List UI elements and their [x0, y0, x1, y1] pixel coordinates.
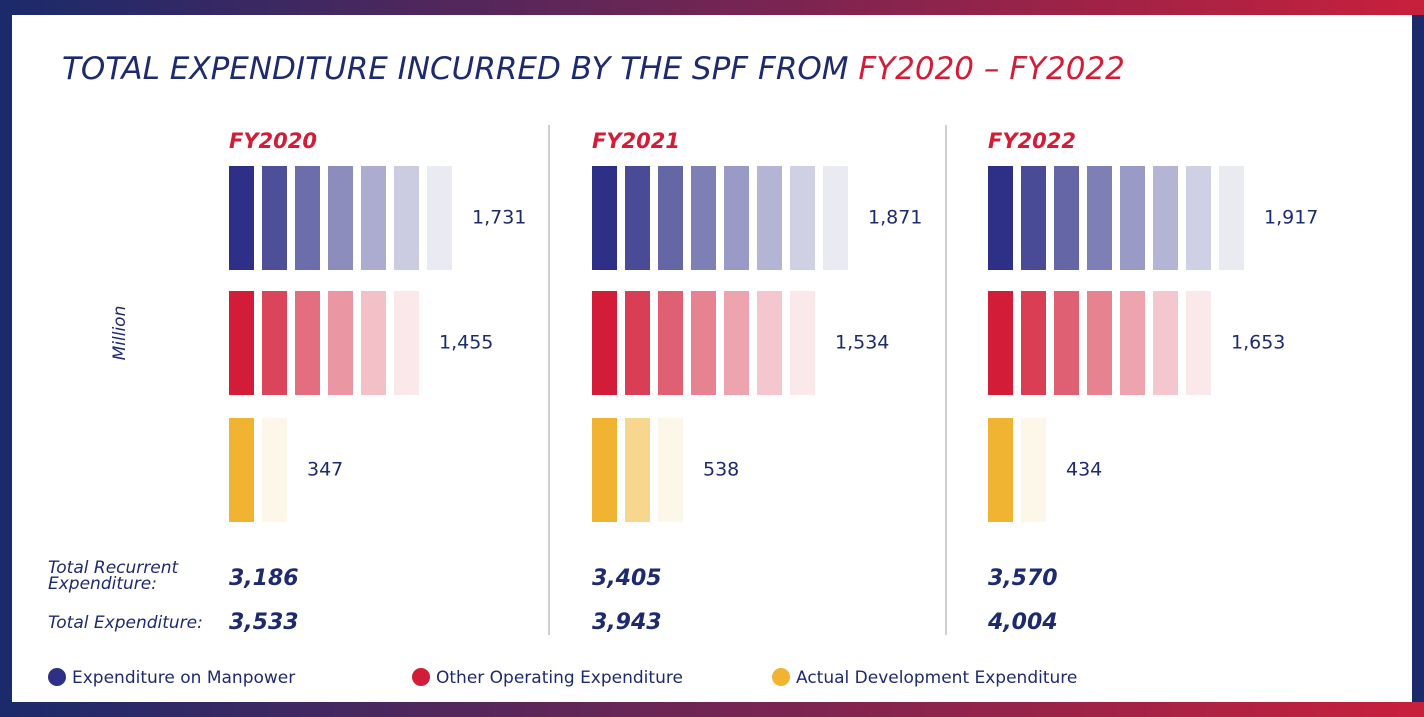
category-label: FY2020	[229, 129, 317, 153]
bar-unit	[625, 418, 650, 522]
bar-group	[229, 291, 419, 395]
bar-group	[229, 418, 287, 522]
bar-unit	[1021, 166, 1046, 270]
bar-unit	[1021, 418, 1046, 522]
bar-unit	[988, 166, 1013, 270]
bar-unit	[757, 166, 782, 270]
legend-label: Actual Development Expenditure	[796, 668, 1077, 688]
bar-group	[988, 418, 1046, 522]
legend-label: Expenditure on Manpower	[72, 668, 295, 688]
bar-unit	[592, 166, 617, 270]
total-value: 4,004	[987, 610, 1058, 635]
bar-unit	[691, 166, 716, 270]
legend-label: Other Operating Expenditure	[436, 668, 683, 688]
bar-unit	[691, 291, 716, 395]
bar-unit	[1087, 166, 1112, 270]
total-label-line: Expenditure:	[48, 574, 157, 594]
category-label: FY2021	[592, 129, 680, 153]
top-band	[0, 0, 1424, 15]
total-value: 3,943	[592, 610, 662, 635]
category-label: FY2022	[988, 129, 1076, 153]
bar-unit	[1219, 166, 1244, 270]
bar-unit	[1120, 166, 1145, 270]
total-label: Total Expenditure:	[48, 613, 203, 633]
legend-swatch	[412, 668, 430, 686]
legend-swatch	[772, 668, 790, 686]
legend-swatch	[48, 668, 66, 686]
total-label-line: Total Recurrent	[48, 558, 179, 578]
bar-unit	[1186, 166, 1211, 270]
bar-unit	[1087, 291, 1112, 395]
bar-unit	[361, 166, 386, 270]
bar-unit	[658, 291, 683, 395]
bar-unit	[262, 291, 287, 395]
value-label: 538	[703, 459, 739, 481]
bar-unit	[1153, 291, 1178, 395]
bar-unit	[988, 418, 1013, 522]
value-label: 1,871	[868, 207, 922, 229]
bar-unit	[988, 291, 1013, 395]
bar-unit	[262, 418, 287, 522]
y-axis-label: Million	[110, 306, 130, 361]
bar-unit	[724, 291, 749, 395]
bar-unit	[229, 291, 254, 395]
value-label: 1,731	[472, 207, 526, 229]
bar-group	[592, 291, 815, 395]
bar-unit	[262, 166, 287, 270]
total-label: Total Recurrent Expenditure:	[48, 558, 179, 594]
bar-unit	[658, 166, 683, 270]
bar-group	[592, 166, 848, 270]
bar-unit	[328, 291, 353, 395]
title-text: TOTAL EXPENDITURE INCURRED BY THE SPF FR…	[62, 51, 858, 87]
total-value: 3,405	[592, 566, 662, 591]
bar-unit	[295, 291, 320, 395]
bar-unit	[658, 418, 683, 522]
bar-unit	[229, 166, 254, 270]
bar-unit	[592, 291, 617, 395]
bar-unit	[295, 166, 320, 270]
total-value: 3,533	[229, 610, 299, 635]
bar-unit	[625, 291, 650, 395]
title-highlight: FY2020 – FY2022	[858, 51, 1125, 87]
bar-unit	[757, 291, 782, 395]
bar-unit	[1054, 291, 1079, 395]
bar-unit	[790, 291, 815, 395]
bottom-band	[0, 702, 1424, 717]
bar-group	[988, 166, 1244, 270]
value-label: 1,534	[835, 332, 889, 354]
total-value: 3,570	[988, 566, 1058, 591]
bar-unit	[625, 166, 650, 270]
bar-unit	[361, 291, 386, 395]
value-label: 347	[307, 459, 343, 481]
bar-unit	[427, 166, 452, 270]
bar-unit	[394, 166, 419, 270]
bar-unit	[1054, 166, 1079, 270]
chart-title: TOTAL EXPENDITURE INCURRED BY THE SPF FR…	[62, 51, 1125, 87]
bar-unit	[1120, 291, 1145, 395]
bar-group	[592, 418, 683, 522]
bar-unit	[1021, 291, 1046, 395]
total-value: 3,186	[229, 566, 299, 591]
bar-unit	[724, 166, 749, 270]
value-label: 1,653	[1231, 332, 1285, 354]
bar-group	[988, 291, 1211, 395]
bar-unit	[1186, 291, 1211, 395]
bar-unit	[790, 166, 815, 270]
bar-unit	[592, 418, 617, 522]
bar-unit	[229, 418, 254, 522]
value-label: 1,917	[1264, 207, 1318, 229]
value-label: 434	[1066, 459, 1102, 481]
bar-group	[229, 166, 452, 270]
bar-unit	[394, 291, 419, 395]
bar-unit	[1153, 166, 1178, 270]
value-label: 1,455	[439, 332, 493, 354]
bar-unit	[823, 166, 848, 270]
bar-unit	[328, 166, 353, 270]
